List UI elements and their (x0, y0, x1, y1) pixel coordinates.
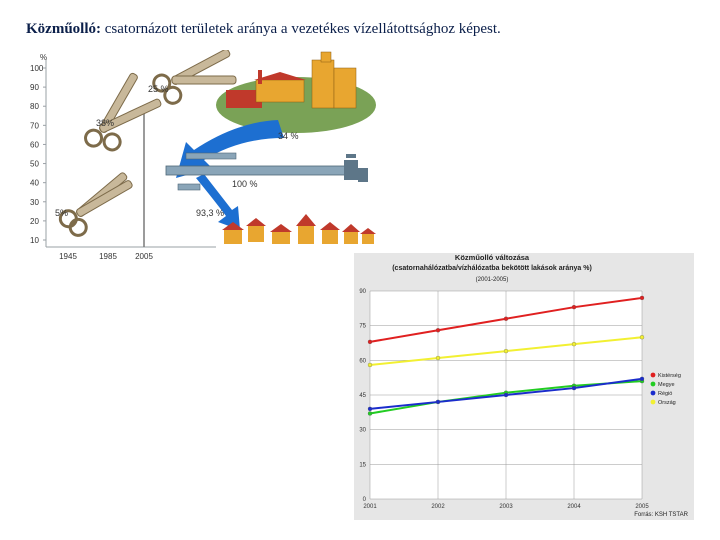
legend-entry: Ország (658, 400, 676, 406)
chart-series (367, 295, 645, 416)
page-title: Közműolló: csatornázott területek aránya… (26, 21, 501, 38)
infographic-y-tick-label: 90 (30, 83, 39, 92)
infographic-y-tick-label: 100 (30, 64, 44, 73)
legend-entry: Megye (658, 382, 675, 388)
data-point (503, 316, 509, 321)
data-point (367, 406, 373, 412)
scissors-1985-icon (84, 72, 162, 152)
scissor-value-label: 25 % (148, 84, 169, 94)
infographic-y-tick-label: 60 (30, 140, 39, 149)
infographic-x-tick-label: 2005 (135, 252, 153, 261)
scissor-labels: 5% 38% 25 % (55, 84, 169, 218)
data-point (639, 335, 645, 340)
chart-x-tick-label: 2005 (635, 504, 649, 510)
legend-marker (650, 372, 656, 378)
scissor-value-label: 38% (96, 118, 114, 128)
chart-x-tick-label: 2004 (567, 504, 581, 510)
legend-marker (650, 399, 656, 405)
chart-x-ticks: 2001 2002 2003 2004 2005 (363, 504, 649, 510)
chart-y-tick-label: 90 (359, 289, 366, 295)
chart-x-tick-label: 2001 (363, 504, 377, 510)
infographic-y-ticks: 100 90 80 70 60 50 40 30 20 10 (30, 64, 46, 245)
legend-marker (650, 390, 656, 396)
infographic-y-unit: % (40, 53, 47, 62)
chart-subtitle: (csatornahálózatba/vízhálózatba bekötött… (392, 265, 592, 272)
chart-source: Forrás: KSH TSTAR (634, 512, 688, 518)
arrow-value-label: 93,3 % (196, 208, 224, 218)
chart-y-tick-label: 45 (359, 393, 366, 399)
infographic-y-tick-label: 20 (30, 217, 39, 226)
arrow-value-label: 100 % (232, 179, 258, 189)
infographic-y-tick-label: 10 (30, 236, 39, 245)
chart-y-tick-label: 30 (359, 428, 366, 434)
data-point (571, 385, 577, 391)
water-tap-icon (344, 154, 368, 182)
scissors-2005-icon (152, 50, 237, 105)
data-point (367, 411, 373, 416)
village-houses-icon (222, 214, 376, 244)
scissors-1945-icon (58, 172, 133, 237)
data-point (367, 362, 373, 368)
data-point (503, 392, 509, 398)
kozmuollo-infographic: % 100 90 80 70 60 50 40 30 20 10 1945 1985 2005 (30, 50, 376, 261)
chart-title: Közműolló változása (455, 253, 530, 262)
chart-y-tick-label: 75 (359, 324, 366, 330)
legend-entry: Kistérség (658, 373, 681, 379)
data-point (639, 376, 645, 381)
chart-y-tick-label: 60 (359, 358, 366, 364)
chart-y-tick-label: 0 (363, 497, 367, 503)
title-text: csatornázott területek aránya a vezetéke… (101, 21, 501, 37)
scissor-value-label: 5% (55, 208, 68, 218)
arrow-labels: 34 % 100 % 93,3 % (196, 131, 299, 218)
chart-y-ticks: 0 15 30 45 60 75 90 (359, 289, 366, 503)
water-arrow-icon (176, 120, 284, 178)
infographic-y-tick-label: 70 (30, 121, 39, 130)
arrow-value-label: 34 % (278, 131, 299, 141)
kozmuollo-line-chart: Közműolló változása (csatornahálózatba/v… (354, 253, 694, 520)
legend-entry: Régió (658, 391, 672, 397)
data-point (435, 399, 441, 405)
infographic-y-tick-label: 30 (30, 198, 39, 207)
sewer-arrow-icon (196, 174, 240, 230)
water-pipe-icon (165, 165, 347, 176)
chart-x-tick-label: 2003 (499, 504, 513, 510)
title-bold: Közműolló: (26, 21, 101, 37)
data-point (571, 305, 577, 310)
data-point (503, 348, 509, 354)
infographic-y-tick-label: 40 (30, 179, 39, 188)
chart-y-tick-label: 15 (359, 462, 366, 468)
data-point (639, 295, 645, 301)
city-buildings-icon (226, 51, 357, 109)
infographic-x-ticks: 1945 1985 2005 (59, 252, 153, 261)
data-point (571, 342, 577, 347)
chart-x-tick-label: 2002 (431, 504, 445, 510)
infographic-y-tick-label: 80 (30, 102, 39, 111)
pipe-segment-icon (177, 183, 201, 191)
infographic-x-tick-label: 1985 (99, 252, 117, 261)
infographic-y-tick-label: 50 (30, 160, 39, 169)
data-point (435, 328, 441, 333)
legend-marker (650, 381, 656, 387)
chart-legend: Kistérség Megye Régió Ország (650, 372, 681, 406)
infographic-x-tick-label: 1945 (59, 252, 77, 261)
pipe-segment-icon (185, 152, 237, 160)
data-point (435, 355, 441, 361)
chart-period: (2001-2005) (476, 277, 509, 283)
data-point (367, 339, 373, 344)
